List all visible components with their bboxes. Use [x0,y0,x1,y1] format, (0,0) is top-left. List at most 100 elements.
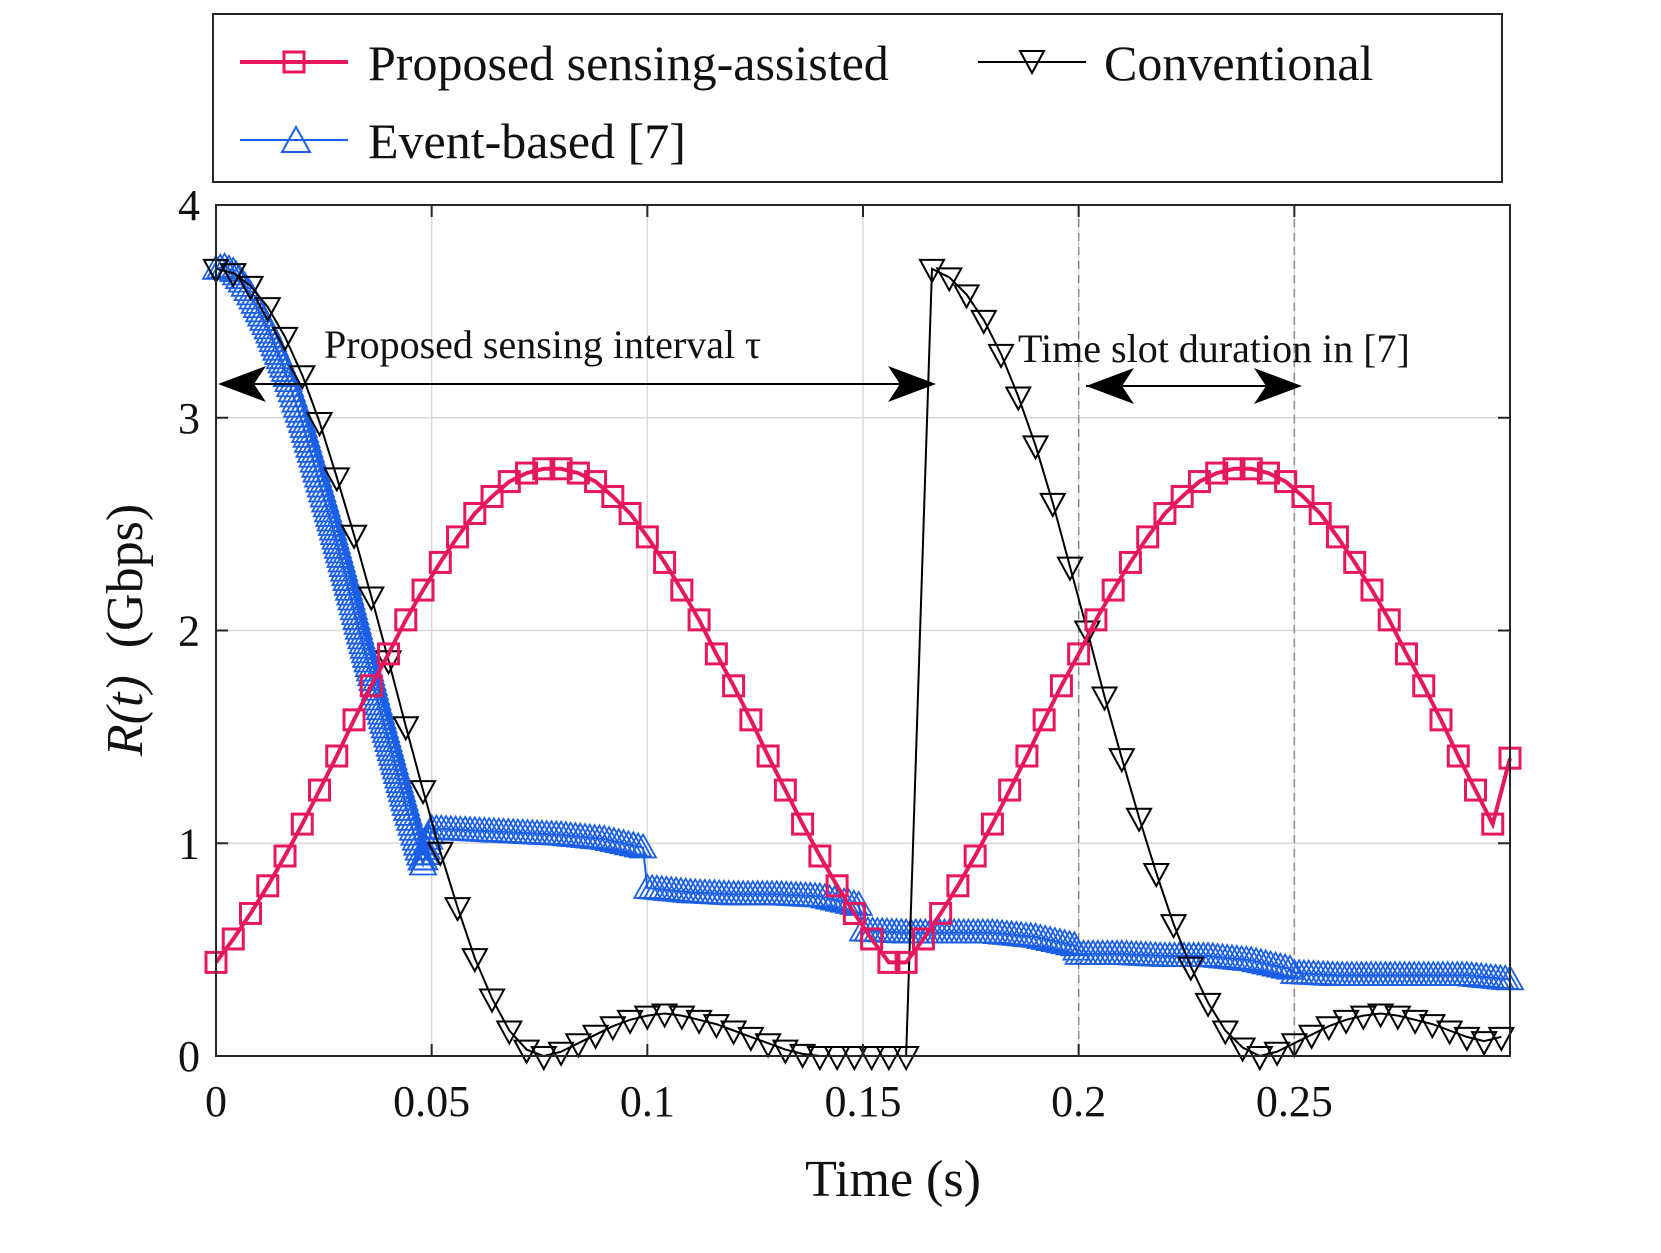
legend-label-proposed: Proposed sensing-assisted [368,35,889,91]
slot-duration-annotation: Time slot duration in [7] [1018,326,1410,404]
data-point-proposed [308,778,332,802]
data-point-event [324,537,354,564]
data-point-proposed [756,744,780,768]
legend-marker-proposed [282,50,306,74]
data-point-proposed [480,484,504,508]
data-point-proposed [618,501,642,525]
data-point-conventional [461,948,489,974]
data-point-event [320,523,351,550]
x-axis-label: Time (s) [805,1151,981,1208]
data-point-event [343,608,373,635]
data-point-event [1275,953,1305,980]
data-point-conventional [409,780,437,806]
data-point-event [322,528,352,555]
data-point-event [333,570,363,596]
data-point-proposed [1343,550,1367,574]
data-point-event [319,519,349,546]
y-axis-label-unit: (Gbps) [97,504,154,648]
y-axis-label-symbol: R(t) [97,675,154,757]
data-point-event [412,834,442,860]
data-point-event [1030,924,1060,950]
data-point-conventional [1039,492,1067,518]
data-point-proposed [980,812,1004,836]
data-point-conventional [1435,1020,1464,1046]
data-point-conventional [1470,1031,1498,1057]
data-point-event [205,252,235,279]
data-point-event [357,665,388,691]
data-point-proposed [704,642,728,666]
data-point-proposed [549,457,573,481]
data-point-proposed [1308,501,1332,525]
data-point-proposed [532,457,556,481]
data-point-conventional [357,586,385,612]
data-point-conventional [495,1020,523,1046]
data-point-event [327,546,357,573]
x-tick-label: 0 [205,1077,227,1126]
data-point-event [378,744,409,771]
data-point-proposed [1049,674,1073,698]
data-point-event [317,510,347,536]
data-point-conventional [1263,1041,1291,1067]
data-point-proposed [515,461,539,485]
data-point-event [380,749,410,775]
data-point-proposed [1360,578,1384,602]
data-point-conventional [952,284,981,310]
data-point-proposed [1412,674,1436,698]
data-point-conventional [823,1046,851,1072]
data-point-event [1246,947,1276,974]
data-point-event [340,599,370,625]
data-point-proposed [463,501,487,525]
data-point-proposed [791,812,815,836]
y-tick-label: 4 [178,181,200,230]
data-point-event [338,589,368,616]
data-point-event [353,646,383,673]
data-point-proposed [1153,501,1177,525]
data-point-event [312,491,342,518]
y-axis-label: R(t) (Gbps) [97,504,154,757]
data-point-event [335,579,365,606]
data-point-proposed [894,950,918,974]
data-point-event [613,829,644,856]
data-point-conventional [1142,863,1170,889]
data-point-event [1260,950,1291,977]
legend-box [212,13,1503,183]
data-point-proposed [1394,642,1418,666]
data-point-proposed [653,550,677,574]
data-point-conventional [1246,1046,1274,1072]
data-point-proposed [601,484,625,508]
data-point-event [337,584,367,611]
data-point-proposed [998,778,1022,802]
data-point-proposed [446,525,470,549]
data-point-conventional [1056,556,1084,582]
y-tick-label: 1 [178,819,200,868]
data-point-event [345,618,375,645]
legend-entry-proposed: Proposed sensing-assisted [240,35,889,91]
data-point-event [381,753,411,780]
data-point-proposed [584,470,608,494]
data-point-event [1040,926,1070,953]
data-point-event [369,708,399,734]
data-point-event [318,514,348,541]
data-point-conventional [1366,1003,1395,1029]
data-point-event [408,849,438,876]
sensing-interval-arrowhead-left [218,366,266,402]
data-point-conventional [443,897,472,923]
data-point-event [323,533,353,559]
data-point-conventional [392,716,420,742]
data-point-event [362,684,392,711]
data-point-event [594,825,624,851]
data-point-conventional [1297,1024,1326,1050]
data-point-conventional [1090,686,1119,712]
svg-text:R(t) (Gbps): R(t) (Gbps) [97,504,154,757]
data-point-event [372,721,402,748]
data-point-proposed [1015,744,1039,768]
data-point-proposed [842,901,866,925]
data-point-event [388,781,418,807]
data-point-conventional [305,412,334,438]
data-point-event [367,703,397,730]
data-point-event [1251,948,1281,975]
data-point-event [1236,945,1266,972]
data-point-event [628,832,658,859]
